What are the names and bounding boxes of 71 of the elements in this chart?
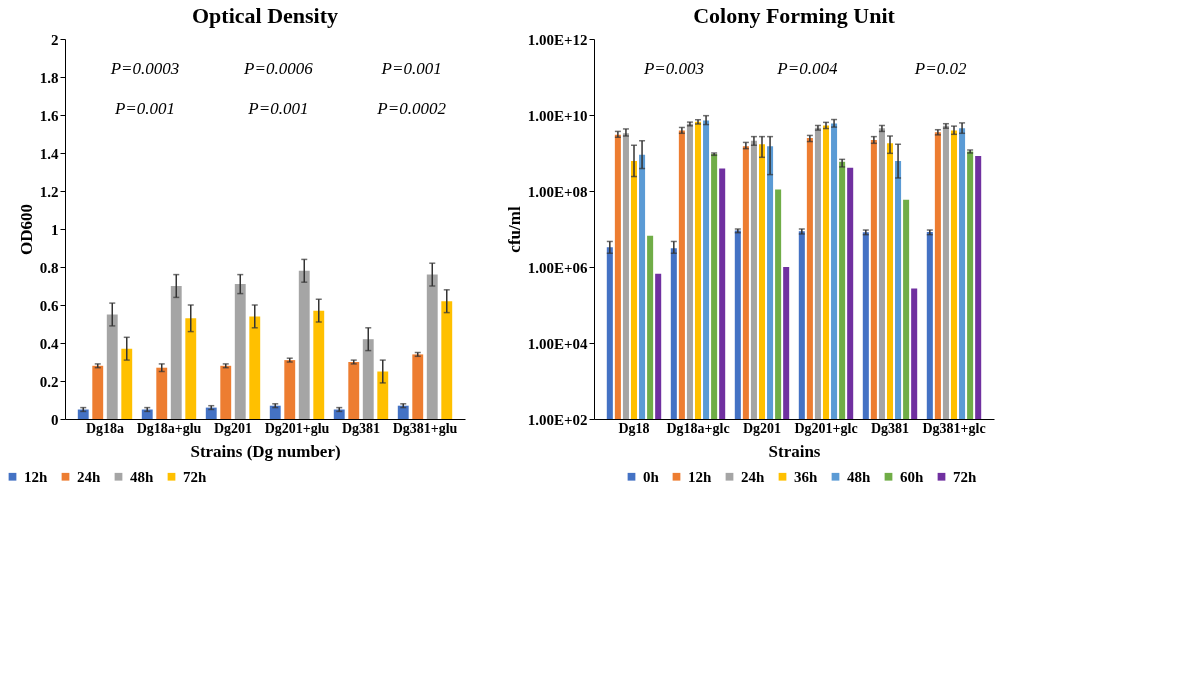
annotation: P=0.001: [113, 99, 176, 118]
bar: [298, 270, 310, 419]
bar: [185, 318, 197, 419]
y-tick-label: 0.8: [39, 259, 59, 276]
bar: [397, 405, 409, 419]
chart-title: Colony Forming Unit: [693, 3, 896, 28]
y-tick-label: 1: [51, 221, 59, 238]
bar: [170, 286, 182, 419]
y-axis-title: cfu/ml: [504, 206, 524, 253]
bar: [269, 405, 281, 419]
x-tick-label: Dg201: [213, 420, 253, 436]
legend-label: 60h: [900, 468, 924, 485]
legend-label: 24h: [77, 468, 101, 485]
x-tick-label: Dg381: [341, 420, 381, 436]
x-tick-label: Dg201+glu: [264, 420, 330, 436]
y-tick-label: 1.8: [39, 69, 59, 86]
x-tick-label: Dg201+glc: [794, 420, 858, 436]
x-tick-label: Dg18: [618, 420, 650, 436]
x-tick-label: Dg18a: [85, 420, 125, 436]
annotation: P=0.02: [913, 59, 967, 78]
chart-title: Optical Density: [191, 3, 339, 28]
legend-label: 72h: [953, 468, 977, 485]
y-tick-label: 0.4: [39, 335, 59, 352]
annotation: P=0.0003: [109, 59, 180, 78]
legend-label: 48h: [847, 468, 871, 485]
y-tick-label: 1.00E+08: [527, 183, 588, 200]
y-tick-label: 1.00E+12: [527, 31, 588, 48]
x-tick-label: Dg381+glu: [392, 420, 458, 436]
x-tick-label: Dg18a+glc: [666, 420, 730, 436]
bar: [313, 310, 325, 419]
y-tick-label: 1.00E+10: [527, 107, 588, 124]
bar: [106, 314, 118, 419]
legend-label: 48h: [130, 468, 154, 485]
annotation: P=0.0006: [243, 59, 314, 78]
legend-label: 36h: [794, 468, 818, 485]
bar: [441, 301, 453, 419]
y-tick-label: 0.2: [39, 373, 59, 390]
legend-label: 12h: [688, 468, 712, 485]
y-tick-label: 1.4: [39, 145, 59, 162]
annotation: P=0.001: [247, 99, 309, 118]
y-tick-label: 1.6: [39, 107, 59, 124]
bar: [234, 284, 246, 419]
legend-label: 24h: [741, 468, 765, 485]
bar: [249, 316, 261, 419]
legend-label: 72h: [183, 468, 207, 485]
bar: [121, 348, 133, 419]
x-tick-label: Dg381+glc: [922, 420, 986, 436]
y-tick-label: 1.2: [39, 183, 59, 200]
bar: [362, 339, 374, 419]
legend-label: 12h: [24, 468, 48, 485]
annotation: P=0.004: [776, 59, 838, 78]
x-tick-label: Dg381: [870, 420, 910, 436]
annotation: P=0.001: [380, 59, 442, 78]
bar: [220, 365, 232, 419]
y-tick-label: 1.00E+04: [527, 335, 588, 352]
x-axis-title: Strains: [768, 441, 821, 461]
annotation: P=0.0002: [376, 99, 447, 118]
y-tick-label: 1.00E+06: [527, 259, 588, 276]
y-tick-label: 0: [51, 411, 59, 428]
x-axis-title: Strains (Dg number): [190, 441, 341, 461]
x-tick-label: Dg201: [742, 420, 782, 436]
bar: [92, 365, 104, 419]
bar: [426, 274, 438, 419]
x-tick-label: Dg18a+glu: [136, 420, 202, 436]
y-tick-label: 0.6: [39, 297, 59, 314]
legend-label: 0h: [643, 468, 660, 485]
y-tick-label: 1.00E+02: [527, 411, 588, 428]
bar: [377, 371, 389, 419]
y-tick-label: 2: [51, 31, 59, 48]
y-axis-title: OD600: [16, 204, 36, 255]
annotation: P=0.003: [642, 59, 705, 78]
